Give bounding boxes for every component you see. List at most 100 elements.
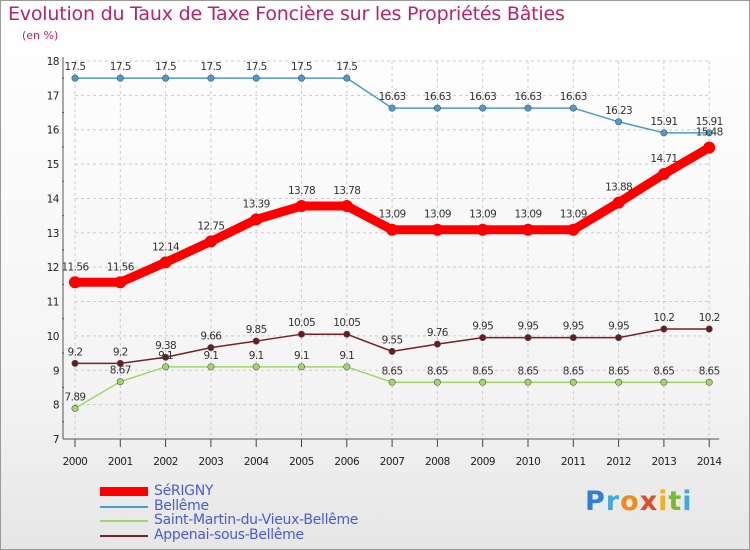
data-point-3-8	[433, 340, 441, 348]
data-label-2-6: 9.1	[339, 350, 354, 362]
data-label-0-12: 13.88	[605, 182, 632, 194]
unit-label: (en %)	[22, 29, 59, 42]
data-point-1-11	[569, 104, 577, 112]
data-label-2-8: 8.65	[427, 365, 448, 377]
data-point-2-5	[297, 363, 305, 371]
data-label-1-2: 17.5	[155, 61, 176, 73]
x-tick-label-2013: 2013	[652, 456, 677, 468]
legend: SéRIGNY Bellême Saint-Martin-du-Vieux-Be…	[100, 483, 400, 545]
data-label-0-6: 13.78	[333, 185, 360, 197]
data-label-2-14: 8.65	[699, 365, 720, 377]
data-label-0-9: 13.09	[469, 209, 496, 221]
data-point-1-1	[116, 74, 124, 82]
data-point-0-14	[703, 141, 716, 154]
y-tick-label-15: 15	[47, 159, 59, 171]
legend-swatch-serigny	[100, 487, 148, 496]
x-tick-label-2007: 2007	[380, 456, 405, 468]
data-label-2-5: 9.1	[294, 350, 309, 362]
data-label-0-0: 11.56	[61, 261, 89, 273]
x-tick-label-2002: 2002	[153, 456, 178, 468]
x-tick-label-2000: 2000	[63, 456, 88, 468]
data-label-0-8: 13.09	[424, 209, 451, 221]
data-point-0-13	[657, 168, 670, 181]
data-label-1-0: 17.5	[65, 61, 86, 73]
data-label-1-11: 16.63	[560, 91, 587, 103]
y-tick-label-11: 11	[47, 297, 59, 309]
data-point-2-8	[433, 378, 441, 386]
data-point-3-5	[297, 330, 305, 338]
chart-title: Evolution du Taux de Taxe Foncière sur l…	[8, 3, 565, 25]
x-tick-label-2010: 2010	[516, 456, 541, 468]
legend-item-saint-martin: Saint-Martin-du-Vieux-Bellême	[100, 512, 400, 530]
x-tick-label-2004: 2004	[244, 456, 270, 468]
legend-swatch-belleme	[100, 505, 148, 508]
data-point-3-3	[207, 344, 215, 352]
data-label-1-12: 16.23	[605, 105, 632, 117]
data-point-3-0	[71, 359, 79, 367]
y-tick-label-9: 9	[53, 365, 59, 377]
data-label-2-7: 8.65	[382, 365, 403, 377]
data-label-3-7: 9.55	[382, 334, 403, 346]
legend-label-serigny: SéRIGNY	[154, 483, 214, 499]
y-tick-label-10: 10	[47, 331, 59, 343]
y-tick-label-14: 14	[47, 193, 60, 205]
x-tick-label-2001: 2001	[108, 456, 133, 468]
data-label-1-13: 15.91	[650, 116, 677, 128]
data-point-3-1	[116, 359, 124, 367]
data-point-0-11	[567, 223, 580, 236]
data-label-3-3: 9.66	[200, 331, 222, 343]
data-point-0-9	[476, 223, 489, 236]
data-label-3-12: 9.95	[608, 321, 629, 333]
data-point-0-8	[431, 223, 444, 236]
data-point-0-5	[295, 200, 308, 213]
x-tick-label-2003: 2003	[199, 456, 224, 468]
data-label-0-10: 13.09	[514, 209, 541, 221]
y-tick-label-8: 8	[53, 400, 59, 412]
data-point-2-13	[660, 378, 668, 386]
data-point-1-14	[705, 129, 713, 137]
data-point-0-1	[114, 276, 127, 289]
y-tick-label-17: 17	[47, 90, 59, 102]
data-label-3-10: 9.95	[518, 321, 539, 333]
data-point-1-6	[343, 74, 351, 82]
data-label-0-7: 13.09	[379, 209, 406, 221]
data-point-2-6	[343, 363, 351, 371]
data-label-2-10: 8.65	[518, 365, 539, 377]
data-point-1-2	[162, 74, 170, 82]
data-point-1-12	[615, 118, 623, 126]
legend-item-belleme: Bellême	[100, 498, 400, 516]
data-point-1-0	[71, 74, 79, 82]
data-label-1-7: 16.63	[379, 91, 406, 103]
data-label-2-2: 9.1	[158, 350, 173, 362]
data-label-0-2: 12.14	[152, 241, 180, 253]
data-label-1-9: 16.63	[469, 91, 496, 103]
legend-item-appenai: Appenai-sous-Bellême	[100, 527, 400, 545]
data-label-1-10: 16.63	[514, 91, 541, 103]
y-tick-label-13: 13	[47, 228, 59, 240]
x-tick-label-2011: 2011	[561, 456, 586, 468]
data-point-1-9	[479, 104, 487, 112]
data-point-2-1	[116, 378, 124, 386]
data-point-2-3	[207, 363, 215, 371]
y-tick-label-16: 16	[47, 125, 60, 137]
x-tick-label-2006: 2006	[334, 456, 360, 468]
data-label-2-9: 8.65	[472, 365, 493, 377]
data-label-3-5: 10.05	[288, 317, 315, 329]
data-point-0-4	[250, 213, 263, 226]
data-point-1-7	[388, 104, 396, 112]
data-label-3-11: 9.95	[563, 321, 584, 333]
legend-item-serigny: SéRIGNY	[100, 483, 400, 501]
data-point-2-11	[569, 378, 577, 386]
data-label-1-3: 17.5	[200, 61, 221, 73]
data-label-2-13: 8.65	[653, 365, 674, 377]
data-point-3-14	[705, 325, 713, 333]
data-label-0-13: 14.71	[650, 153, 677, 165]
data-label-1-14: 15.91	[696, 116, 723, 128]
data-point-2-7	[388, 378, 396, 386]
data-label-1-4: 17.5	[246, 61, 267, 73]
data-point-1-5	[297, 74, 305, 82]
data-label-3-8: 9.76	[427, 327, 449, 339]
data-point-0-7	[386, 223, 399, 236]
data-point-2-10	[524, 378, 532, 386]
data-point-2-12	[615, 378, 623, 386]
